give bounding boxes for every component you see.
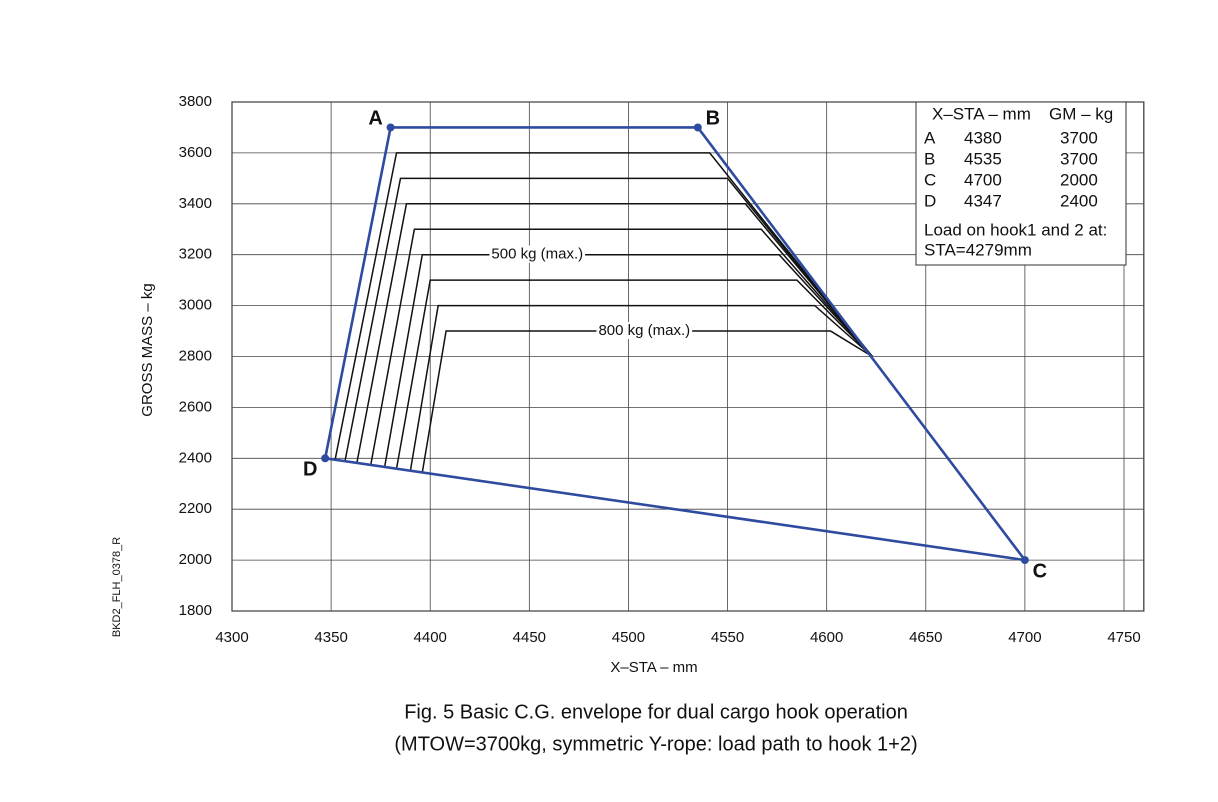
y-tick-label: 2000 xyxy=(179,551,212,568)
y-tick-label: 3200 xyxy=(179,246,212,263)
x-tick-label: 4400 xyxy=(414,629,447,646)
table-note: STA=4279mm xyxy=(924,240,1032,259)
caption: Fig. 5 Basic C.G. envelope for dual carg… xyxy=(404,701,908,723)
table-cell: C xyxy=(924,170,936,189)
x-tick-label: 4600 xyxy=(810,629,843,646)
y-tick-label: 2600 xyxy=(179,398,212,415)
table-cell: 3700 xyxy=(1060,149,1098,168)
point-marker xyxy=(1020,556,1029,565)
point-label: D xyxy=(303,459,317,481)
table-header: X–STA – mm xyxy=(932,104,1031,123)
legend-box xyxy=(915,101,1127,266)
x-tick-label: 4700 xyxy=(1008,629,1041,646)
x-tick-label: 4750 xyxy=(1107,629,1140,646)
table-header: GM – kg xyxy=(1049,104,1113,123)
caption: (MTOW=3700kg, symmetric Y-rope: load pat… xyxy=(394,733,917,755)
y-tick-label: 2800 xyxy=(179,347,212,364)
point-label: C xyxy=(1033,560,1047,582)
table-cell: 4535 xyxy=(964,149,1002,168)
load-line xyxy=(370,228,873,466)
y-tick-label: 3400 xyxy=(179,195,212,212)
annotation-bg xyxy=(596,322,693,340)
x-tick-label: 4300 xyxy=(215,629,248,646)
load-line xyxy=(395,279,873,469)
x-tick-label: 4350 xyxy=(314,629,347,646)
x-tick-label: 4650 xyxy=(909,629,942,646)
table-cell: B xyxy=(924,149,935,168)
y-tick-label: 3600 xyxy=(179,144,212,161)
point-marker xyxy=(321,454,330,463)
load-line xyxy=(334,152,873,460)
x-tick-label: 4450 xyxy=(513,629,546,646)
y-tick-label: 2400 xyxy=(179,449,212,466)
load-line xyxy=(409,304,873,471)
y-axis-label: GROSS MASS – kg xyxy=(139,283,156,416)
table-note: Load on hook1 and 2 at: xyxy=(924,220,1107,239)
table-cell: 4700 xyxy=(964,170,1002,189)
y-tick-label: 3800 xyxy=(179,93,212,110)
table-cell: 4347 xyxy=(964,191,1002,210)
point-marker xyxy=(693,123,702,132)
table-cell: 2400 xyxy=(1060,191,1098,210)
table-cell: A xyxy=(924,128,936,147)
y-tick-label: 1800 xyxy=(179,602,212,619)
point-label: A xyxy=(368,108,382,130)
point-marker xyxy=(386,123,395,132)
annotation-bg xyxy=(489,245,586,263)
annotation: 500 kg (max.) xyxy=(491,246,583,263)
load-line xyxy=(356,203,873,464)
table-cell: 4380 xyxy=(964,128,1002,147)
point-label: B xyxy=(706,108,720,130)
x-tick-label: 4550 xyxy=(711,629,744,646)
annotation: 800 kg (max.) xyxy=(598,322,690,339)
y-tick-label: 2200 xyxy=(179,500,212,517)
load-line xyxy=(344,177,873,462)
side-label: BKD2_FLH_0378_R xyxy=(111,537,123,637)
y-tick-label: 3000 xyxy=(179,297,212,314)
table-cell: 2000 xyxy=(1060,170,1098,189)
x-tick-label: 4500 xyxy=(612,629,645,646)
load-line xyxy=(383,253,873,468)
table-cell: D xyxy=(924,191,936,210)
x-axis-label: X–STA – mm xyxy=(610,659,697,676)
table-cell: 3700 xyxy=(1060,128,1098,147)
